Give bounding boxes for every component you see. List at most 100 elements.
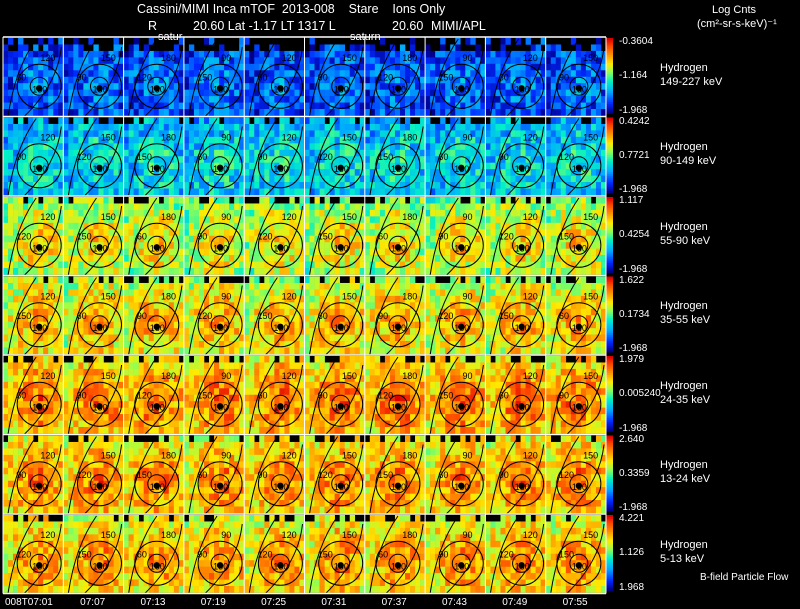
pixel <box>585 89 592 97</box>
pixel <box>93 149 99 157</box>
pixel <box>38 188 44 196</box>
pixel <box>485 109 491 116</box>
pixel <box>565 83 572 90</box>
pixel <box>319 57 325 65</box>
pixel <box>394 182 401 189</box>
pixel <box>480 188 486 196</box>
pixel <box>520 156 526 164</box>
pixel <box>254 222 260 230</box>
pixel <box>309 235 315 243</box>
pixel <box>38 102 44 110</box>
pixel <box>480 102 486 110</box>
pixel <box>535 123 541 131</box>
pixel <box>540 169 546 176</box>
pixel <box>314 182 320 189</box>
pixel <box>133 136 139 144</box>
pixel <box>18 341 24 348</box>
pixel <box>3 162 9 170</box>
pixel <box>183 203 190 211</box>
pixel <box>550 143 557 151</box>
pixel <box>13 63 19 71</box>
pixel <box>158 169 165 176</box>
pixel <box>440 102 446 110</box>
pixel <box>555 175 562 183</box>
pixel <box>73 175 79 183</box>
pixel <box>103 143 109 151</box>
contour-label: 120 <box>40 53 55 63</box>
contour-label: 90 <box>221 132 231 142</box>
pixel <box>410 143 416 151</box>
contour-label: 120 <box>378 73 393 83</box>
pixel <box>224 149 230 157</box>
pixel <box>560 162 567 170</box>
pixel <box>560 156 567 164</box>
pixel <box>23 268 29 275</box>
pixel <box>339 50 345 58</box>
pixel <box>304 63 310 71</box>
pixel <box>254 182 260 189</box>
pixel <box>219 209 225 217</box>
pixel <box>535 169 541 176</box>
pixel <box>369 188 376 196</box>
pixel <box>344 117 351 125</box>
pixel <box>289 149 295 157</box>
pixel <box>505 76 511 84</box>
pixel <box>259 50 265 58</box>
pixel <box>163 282 170 290</box>
pixel <box>103 175 109 183</box>
pixel <box>334 70 340 78</box>
pixel <box>198 248 205 256</box>
pixel <box>314 50 320 58</box>
pixel <box>415 169 421 176</box>
pixel <box>585 156 592 164</box>
pixel <box>304 169 310 176</box>
pixel <box>399 156 406 164</box>
pixel <box>214 70 220 78</box>
contour-label: 180 <box>93 164 108 174</box>
pixel <box>344 162 351 170</box>
pixel <box>63 203 69 211</box>
pixel <box>98 261 104 269</box>
pixel <box>33 143 39 151</box>
pixel <box>394 209 401 217</box>
pixel <box>118 89 124 97</box>
pixel <box>234 149 240 157</box>
pixel <box>510 169 516 176</box>
colorbar-segment <box>606 143 613 147</box>
pixel <box>163 268 170 275</box>
pixel <box>314 89 320 97</box>
pixel <box>123 255 129 262</box>
pixel <box>158 130 165 138</box>
pixel <box>339 235 345 243</box>
pixel <box>555 117 562 125</box>
pixel <box>214 209 220 217</box>
pixel <box>369 222 376 230</box>
pixel <box>480 63 486 71</box>
pixel <box>575 169 582 176</box>
pixel <box>535 261 541 269</box>
pixel <box>480 255 486 262</box>
pixel <box>364 255 371 262</box>
pixel <box>103 268 109 275</box>
pixel <box>399 136 406 144</box>
pixel <box>224 197 230 204</box>
pixel <box>183 209 190 217</box>
contour-line <box>248 38 278 117</box>
pixel <box>294 102 300 110</box>
pixel <box>490 143 496 151</box>
pixel <box>43 222 49 230</box>
pixel <box>128 222 134 230</box>
colorbar-segment <box>606 128 613 132</box>
pixel <box>198 203 205 211</box>
pixel <box>510 70 516 78</box>
pixel <box>229 248 235 256</box>
pixel <box>405 229 411 237</box>
pixel <box>490 130 496 138</box>
pixel <box>570 156 577 164</box>
pixel <box>460 169 466 176</box>
pixel <box>500 242 506 249</box>
pixel <box>254 136 260 144</box>
pixel <box>540 136 546 144</box>
contour-ring <box>76 143 122 189</box>
pixel <box>113 109 119 116</box>
